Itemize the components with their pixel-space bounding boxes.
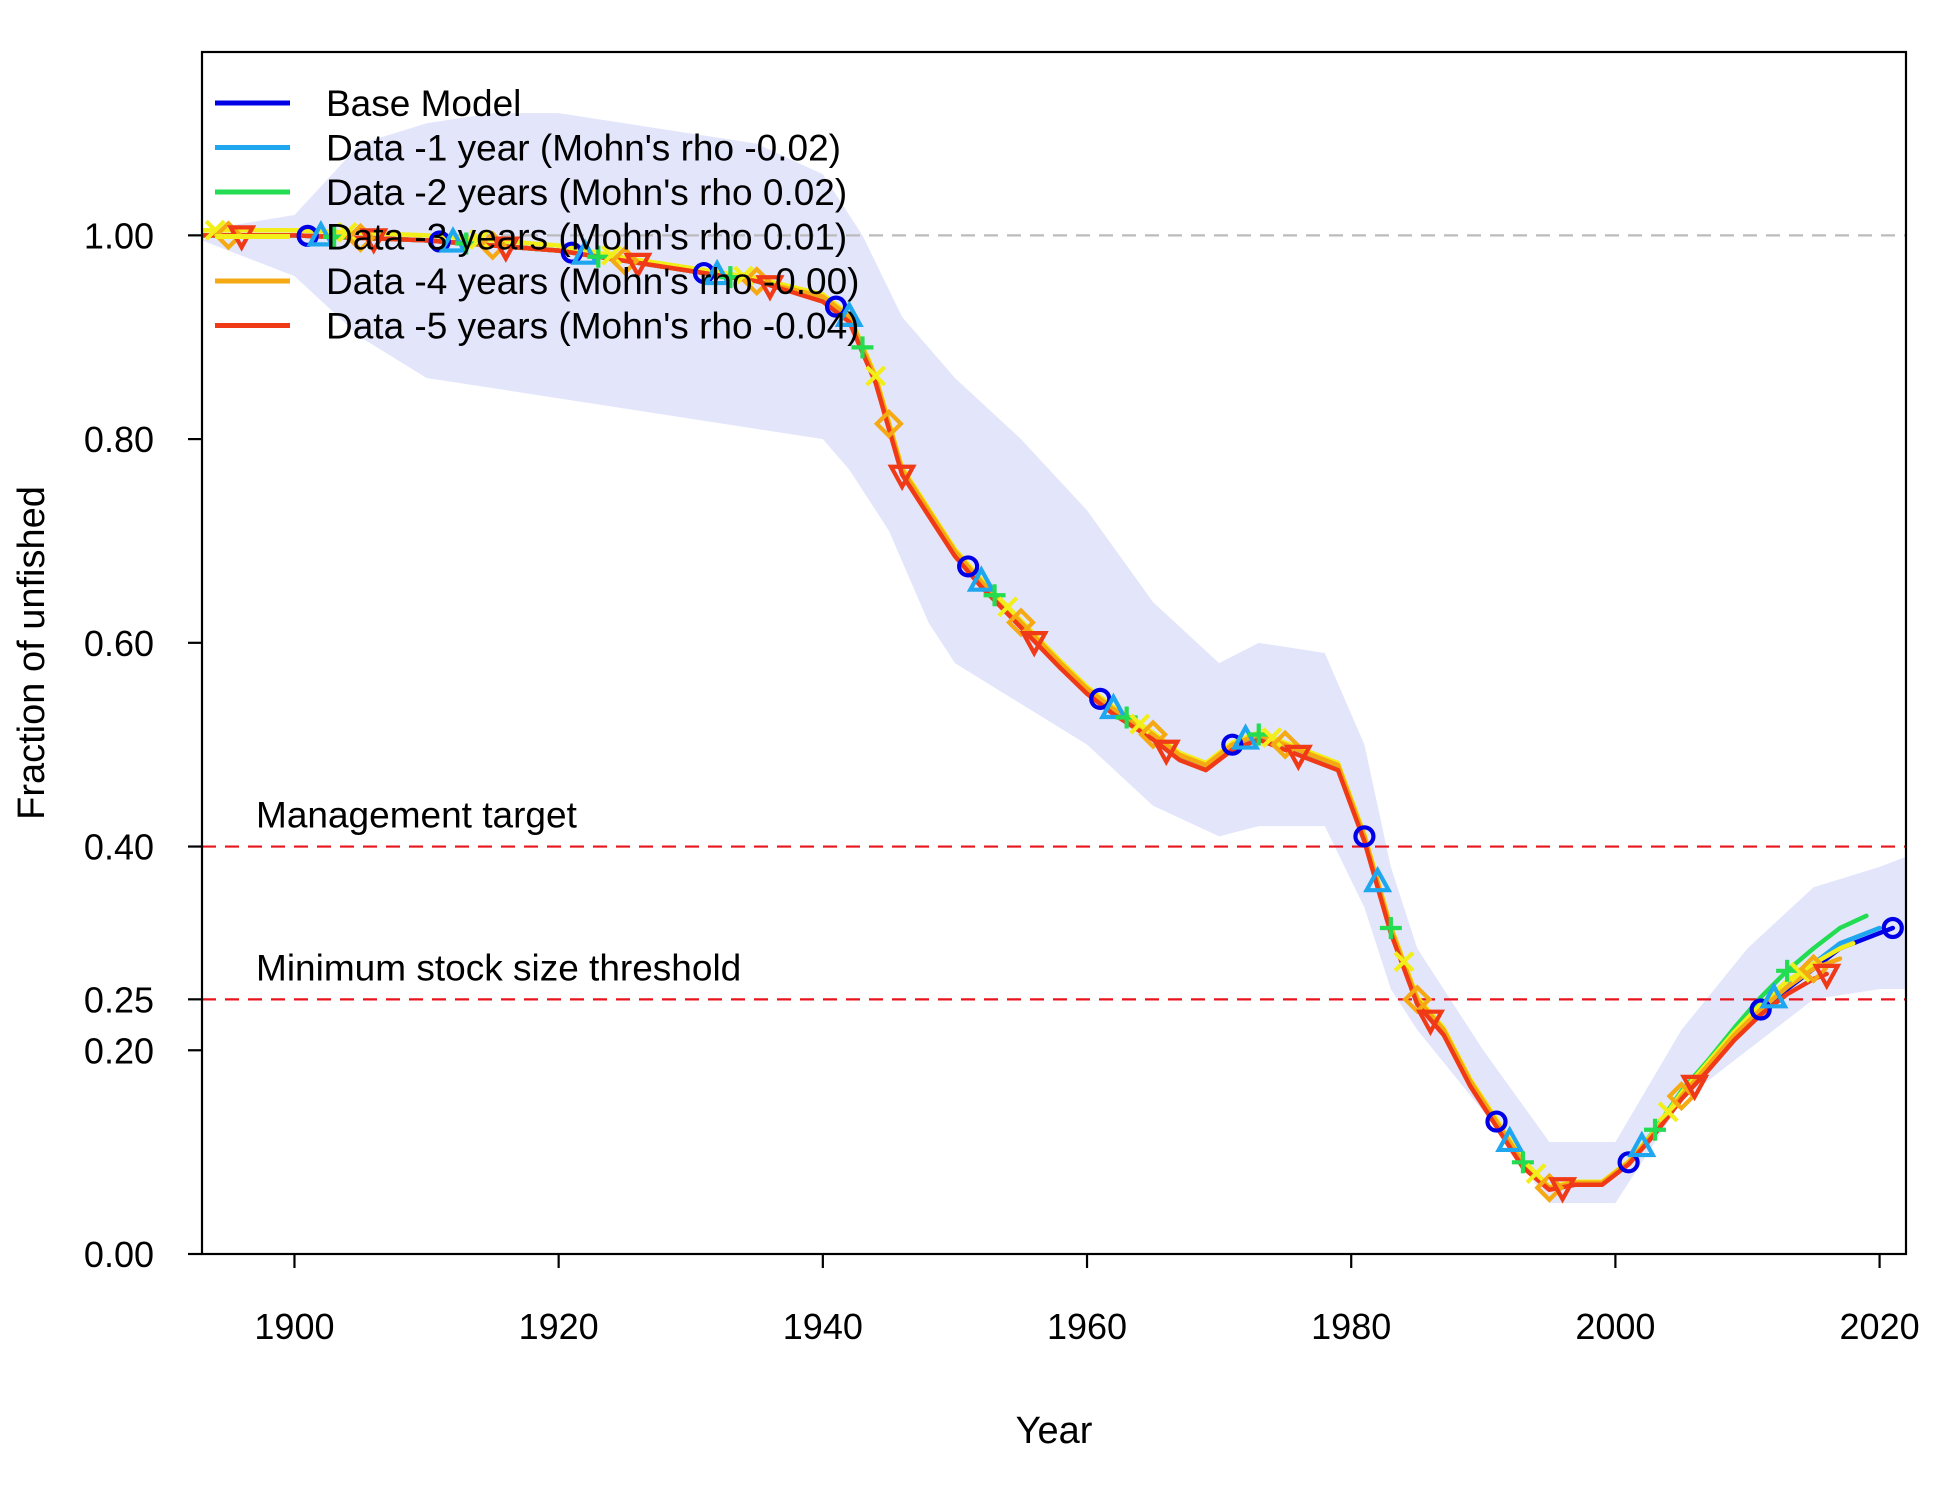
series-marker-2 — [834, 300, 864, 327]
reference-lines: Management target Minimum stock size thre… — [202, 234, 1906, 1001]
legend-label: Base Model — [326, 83, 521, 124]
series-markers — [204, 219, 1904, 1204]
series-marker-6 — [887, 464, 917, 492]
series-marker-2 — [1495, 1125, 1525, 1153]
series-marker-6 — [359, 228, 389, 255]
series-marker-6 — [1019, 631, 1049, 658]
legend-label: Data -3 years (Mohn's rho 0.01) — [326, 217, 847, 258]
axes: 1900 1920 1940 1960 1980 2000 2020 0.00 0.20 0.25… — [84, 215, 1920, 1347]
series-marker-5 — [873, 408, 904, 439]
series-marker-4 — [336, 221, 358, 243]
legend-label: Data -5 years (Mohn's rho -0.04) — [326, 306, 860, 347]
series-marker-2 — [438, 226, 468, 253]
legend-label: Data -2 years (Mohn's rho 0.02) — [326, 172, 847, 213]
series-marker-6 — [1548, 1177, 1578, 1204]
series-marker-6 — [1283, 744, 1313, 772]
plot-frame — [200, 50, 1908, 1256]
series-marker-5 — [1270, 729, 1301, 760]
series-marker-3 — [1379, 917, 1402, 940]
x-tick-label: 1920 — [519, 1306, 599, 1347]
legend-label: Data -1 year (Mohn's rho -0.02) — [326, 128, 841, 169]
series-marker-2 — [1363, 865, 1393, 893]
x-tick-label: 1980 — [1311, 1306, 1391, 1347]
series-marker-3 — [719, 266, 742, 289]
series-marker-5 — [1666, 1081, 1697, 1112]
series-marker-5 — [477, 230, 508, 261]
series-marker-2 — [1098, 692, 1128, 720]
series-marker-4 — [1261, 727, 1283, 749]
series-marker-2 — [1627, 1130, 1657, 1158]
series-marker-2 — [306, 220, 336, 247]
series-marker-6 — [1415, 1009, 1446, 1037]
y-tick-label: 0.25 — [84, 979, 154, 1020]
series-marker-4 — [601, 244, 622, 266]
series-marker-4 — [1393, 951, 1415, 973]
y-tick-label: 0.00 — [84, 1234, 154, 1275]
y-tick-label: 0.40 — [84, 827, 154, 868]
x-tick-label: 2020 — [1840, 1306, 1920, 1347]
series-marker-3 — [587, 245, 610, 268]
series-marker-5 — [1006, 607, 1036, 638]
x-tick-label: 1940 — [783, 1306, 863, 1347]
series-marker-1 — [1485, 1110, 1508, 1133]
series-marker-6 — [491, 236, 521, 263]
series-marker-5 — [213, 220, 244, 251]
series-marker-1 — [1749, 998, 1772, 1021]
series-marker-4 — [733, 265, 755, 287]
series-marker-1 — [1221, 733, 1244, 756]
series-marker-4 — [468, 228, 490, 250]
y-axis-title: Fraction of unfished — [11, 486, 53, 820]
x-tick-label: 1960 — [1047, 1306, 1127, 1347]
series-marker-3 — [851, 336, 874, 359]
x-tick-label: 1900 — [254, 1306, 334, 1347]
series-marker-1 — [957, 555, 980, 578]
series-marker-2 — [966, 565, 996, 592]
series-marker-3 — [1776, 959, 1799, 982]
series-marker-1 — [1353, 825, 1376, 848]
series-marker-1 — [1881, 916, 1904, 940]
series-marker-2 — [1759, 981, 1789, 1009]
y-tick-label: 0.80 — [84, 419, 154, 460]
series-marker-5 — [1138, 719, 1169, 750]
series-marker-4 — [997, 596, 1019, 618]
series-marker-2 — [1230, 723, 1261, 750]
reference-line-label: Management target — [256, 795, 578, 836]
series-marker-2 — [702, 258, 732, 286]
y-tick-label: 0.20 — [84, 1030, 154, 1071]
series-marker-1 — [824, 295, 848, 318]
series-marker-2 — [570, 238, 600, 265]
series-marker-5 — [345, 222, 376, 253]
x-tick-label: 2000 — [1575, 1306, 1655, 1347]
series-marker-4 — [865, 365, 887, 387]
series-marker-6 — [623, 252, 653, 280]
x-axis-title: Year — [1016, 1410, 1093, 1452]
series-marker-1 — [1089, 687, 1112, 710]
series-marker-6 — [1812, 963, 1842, 991]
series-marker-1 — [1617, 1151, 1640, 1174]
y-tick-label: 1.00 — [84, 215, 154, 256]
series-marker-4 — [1525, 1163, 1547, 1185]
series-marker-3 — [1644, 1118, 1667, 1141]
legend-label: Data -4 years (Mohn's rho -0.00) — [326, 261, 860, 302]
series-marker-5 — [1534, 1172, 1565, 1203]
series-marker-6 — [1151, 739, 1181, 767]
series-marker-4 — [1657, 1101, 1679, 1123]
reference-line-label: Minimum stock size threshold — [256, 947, 741, 988]
series-marker-3 — [1511, 1151, 1534, 1174]
series-marker-3 — [983, 584, 1006, 607]
series-marker-6 — [755, 275, 785, 302]
series-marker-6 — [1680, 1074, 1710, 1102]
y-tick-label: 0.60 — [84, 623, 154, 664]
